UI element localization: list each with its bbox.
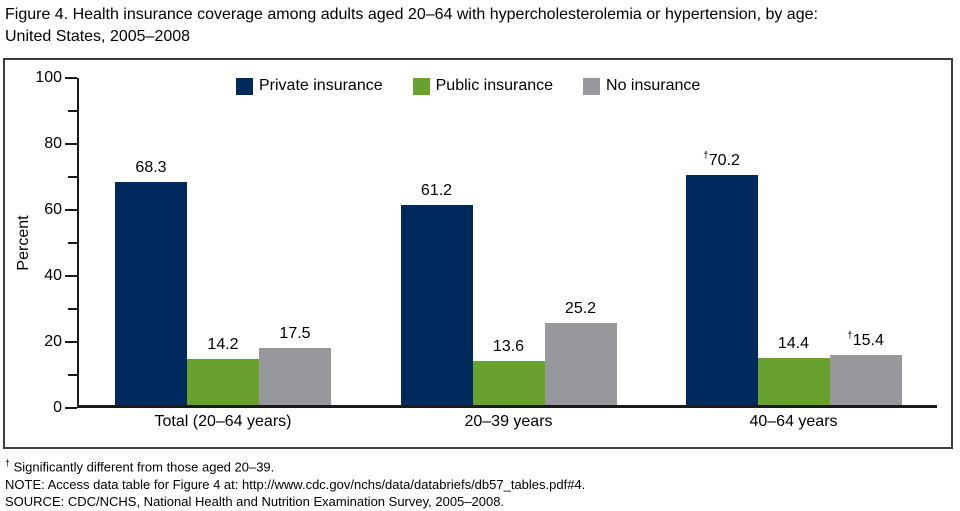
- dagger-symbol: †: [5, 458, 11, 468]
- legend-item-private: Private insurance: [236, 77, 383, 95]
- y-minor-tick: [68, 242, 77, 244]
- bar-value-label: 14.2: [207, 335, 239, 353]
- y-tick-label: 100: [35, 69, 62, 86]
- bar-value-label: †70.2: [703, 151, 740, 170]
- legend-label-public: Public insurance: [435, 77, 554, 94]
- bar-value-label: 25.2: [564, 299, 597, 317]
- category-label: 40–64 years: [749, 413, 838, 430]
- bar-public-insurance: [757, 357, 830, 405]
- y-major-tick: [65, 275, 77, 277]
- legend-label-private: Private insurance: [259, 77, 383, 94]
- legend-swatch-none: [583, 77, 601, 95]
- bar-private-insurance: [685, 175, 758, 405]
- bar-no-insurance: [544, 322, 617, 405]
- dagger-symbol: †: [847, 330, 853, 342]
- bar-no-insurance: [259, 347, 331, 405]
- chart-legend: Private insurance Public insurance No in…: [236, 77, 700, 95]
- y-major-tick: [65, 143, 77, 145]
- legend-swatch-private: [236, 77, 253, 95]
- bar-value-label: 61.2: [420, 181, 453, 199]
- y-major-tick: [65, 209, 77, 211]
- y-major-tick: [65, 341, 77, 343]
- bar-public-insurance: [187, 358, 259, 405]
- bar-public-insurance: [472, 360, 545, 405]
- y-axis-label: Percent: [15, 215, 32, 271]
- bar-value-label: 68.3: [135, 158, 167, 176]
- footnote-source: SOURCE: CDC/NCHS, National Health and Nu…: [5, 494, 505, 510]
- y-tick-label: 0: [53, 399, 62, 416]
- footnote-dagger: † Significantly different from those age…: [5, 458, 275, 475]
- legend-item-none: No insurance: [583, 77, 700, 95]
- y-minor-tick: [68, 374, 77, 376]
- bar-value-label: 17.5: [279, 324, 311, 342]
- footnote-note: NOTE: Access data table for Figure 4 at:…: [5, 476, 586, 492]
- legend-label-none: No insurance: [606, 77, 701, 94]
- bar-private-insurance: [115, 181, 187, 405]
- y-tick-label: 20: [44, 333, 62, 350]
- footnotes: † Significantly different from those age…: [5, 455, 585, 511]
- y-minor-tick: [68, 308, 77, 310]
- y-minor-tick: [68, 110, 77, 112]
- y-tick-label: 60: [44, 201, 62, 218]
- category-label: 20–39 years: [464, 413, 553, 430]
- bar-value-label: 14.4: [777, 334, 810, 352]
- legend-swatch-public: [412, 77, 430, 95]
- y-minor-tick: [68, 176, 77, 178]
- figure-title: Figure 4. Health insurance coverage amon…: [5, 6, 818, 45]
- bar-value-label: 13.6: [492, 337, 525, 355]
- bar-no-insurance: [829, 354, 902, 405]
- y-major-tick: [65, 407, 77, 409]
- y-tick-label: 40: [44, 267, 62, 284]
- dagger-symbol: †: [703, 151, 709, 163]
- bar-value-label: †15.4: [847, 330, 884, 349]
- bar-private-insurance: [400, 204, 473, 405]
- y-axis-line: [77, 78, 79, 408]
- y-tick-label: 80: [44, 135, 62, 152]
- x-axis-line: [77, 405, 937, 408]
- y-major-tick: [65, 77, 77, 79]
- category-label: Total (20–64 years): [154, 413, 292, 430]
- legend-item-public: Public insurance: [412, 77, 554, 95]
